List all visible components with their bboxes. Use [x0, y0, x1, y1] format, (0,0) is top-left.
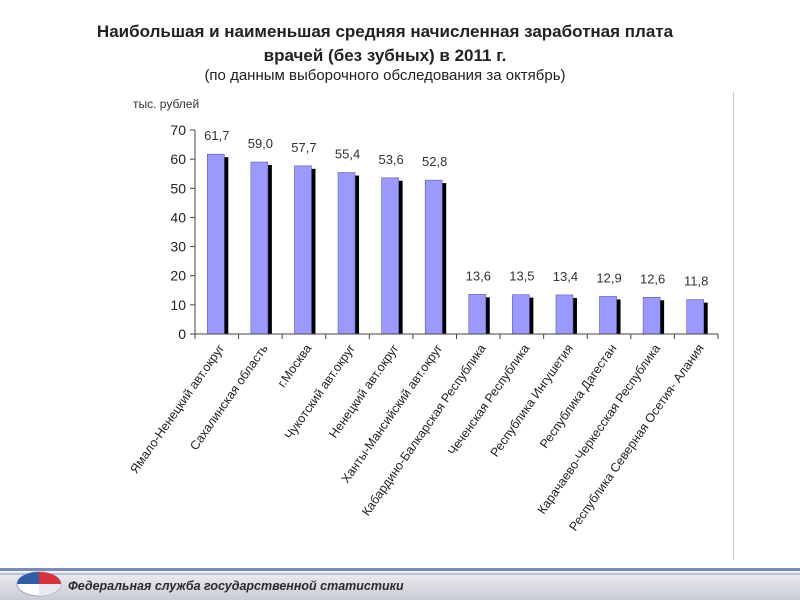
bar [686, 299, 705, 335]
bars [206, 153, 708, 335]
rosstat-logo-icon [16, 571, 62, 597]
value-label: 13,4 [553, 269, 578, 284]
bar [468, 294, 487, 335]
value-label: 12,9 [596, 270, 621, 285]
category-label: Республика Ингушетия [488, 342, 576, 460]
value-label: 53,6 [378, 152, 403, 167]
category-label: Сахалинская область [187, 342, 271, 453]
y-tick-label: 0 [178, 326, 186, 342]
y-tick-label: 60 [170, 151, 186, 167]
category-label: г.Москва [275, 342, 315, 390]
value-label: 52,8 [422, 154, 447, 169]
bar [206, 153, 225, 335]
bar [381, 177, 399, 335]
bar [294, 165, 312, 335]
y-tick-label: 20 [170, 268, 186, 284]
bar [642, 296, 661, 335]
y-axis-ticks: 0 10 20 30 40 50 60 70 [170, 122, 719, 342]
frame-rule [733, 92, 734, 560]
bar [250, 161, 269, 335]
footer-text: Федеральная служба государственной стати… [68, 579, 404, 593]
category-label: Республика Дагестан [537, 342, 619, 451]
y-axis-label: тыс. рублей [133, 97, 199, 111]
value-labels: 61,7 59,0 57,7 55,4 53,6 52,8 13,6 13,5 13,4 12,9… [204, 128, 708, 288]
y-tick-label: 30 [170, 239, 186, 255]
bar [599, 296, 617, 335]
value-label: 61,7 [204, 128, 229, 143]
bar [424, 179, 443, 335]
bar [512, 294, 530, 335]
slide-title-line2: врачей (без зубных) в 2011 г. [263, 46, 507, 65]
slide-title: Наибольшая и наименьшая средняя начислен… [0, 20, 770, 68]
value-label: 13,5 [509, 269, 534, 284]
slide-subtitle: (по данным выборочного обследования за о… [204, 67, 566, 84]
value-label: 57,7 [291, 140, 316, 155]
slide-title-line1: Наибольшая и наименьшая средняя начислен… [96, 22, 674, 41]
value-label: 11,8 [684, 274, 708, 289]
value-label: 59,0 [248, 136, 273, 151]
bar [555, 294, 574, 335]
y-tick-label: 70 [170, 122, 186, 138]
value-label: 55,4 [335, 147, 360, 162]
bar-chart: тыс. рублей 0 10 20 30 40 50 60 70 61,7 59,0 57,7… [127, 97, 719, 534]
value-label: 12,6 [640, 271, 665, 286]
y-tick-label: 10 [170, 297, 186, 313]
y-tick-label: 40 [170, 209, 186, 225]
value-label: 13,6 [466, 268, 491, 283]
category-label: Чеченская Республика [445, 342, 532, 458]
footer-rule [0, 568, 800, 571]
footer-rule-secondary [0, 573, 800, 575]
bar [337, 172, 356, 335]
y-tick-label: 50 [170, 180, 186, 196]
